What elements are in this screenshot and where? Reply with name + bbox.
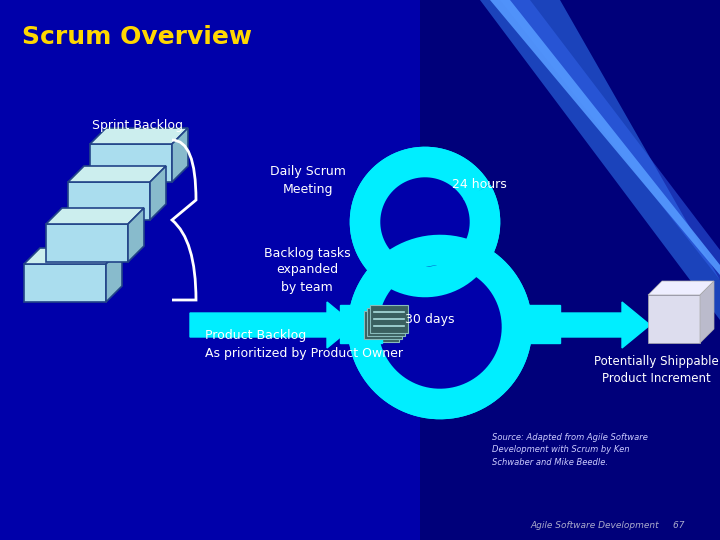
Polygon shape xyxy=(24,248,122,264)
Circle shape xyxy=(373,260,507,394)
FancyBboxPatch shape xyxy=(340,305,382,343)
Polygon shape xyxy=(172,128,188,182)
Polygon shape xyxy=(106,248,122,302)
Text: Agile Software Development     67: Agile Software Development 67 xyxy=(530,521,685,530)
FancyBboxPatch shape xyxy=(364,311,402,339)
Text: Scrum Overview: Scrum Overview xyxy=(22,25,252,49)
FancyBboxPatch shape xyxy=(367,308,405,336)
Text: Daily Scrum
Meeting: Daily Scrum Meeting xyxy=(270,165,346,195)
Polygon shape xyxy=(90,128,188,144)
Polygon shape xyxy=(490,0,720,275)
FancyBboxPatch shape xyxy=(361,314,399,342)
Polygon shape xyxy=(480,0,720,320)
Text: 30 days: 30 days xyxy=(405,314,455,327)
Polygon shape xyxy=(150,166,166,220)
Text: 24 hours: 24 hours xyxy=(452,179,507,192)
Circle shape xyxy=(375,172,475,272)
FancyBboxPatch shape xyxy=(648,295,700,343)
FancyBboxPatch shape xyxy=(358,317,396,345)
Polygon shape xyxy=(420,0,720,540)
Polygon shape xyxy=(500,0,720,280)
Polygon shape xyxy=(648,281,714,295)
FancyBboxPatch shape xyxy=(46,224,128,262)
FancyBboxPatch shape xyxy=(370,305,408,333)
FancyBboxPatch shape xyxy=(68,182,150,220)
FancyArrow shape xyxy=(520,302,650,348)
FancyBboxPatch shape xyxy=(518,305,560,343)
Text: Product Backlog
As prioritized by Product Owner: Product Backlog As prioritized by Produc… xyxy=(205,329,403,361)
Text: Potentially Shippable
Product Increment: Potentially Shippable Product Increment xyxy=(593,355,719,385)
Text: Source: Adapted from Agile Software
Development with Scrum by Ken
Schwaber and M: Source: Adapted from Agile Software Deve… xyxy=(492,433,648,467)
Text: Backlog tasks
expanded
by team: Backlog tasks expanded by team xyxy=(264,246,351,294)
Polygon shape xyxy=(68,166,166,182)
Text: Sprint Backlog: Sprint Backlog xyxy=(92,118,184,132)
Polygon shape xyxy=(700,281,714,343)
Polygon shape xyxy=(128,208,144,262)
FancyBboxPatch shape xyxy=(90,144,172,182)
FancyArrow shape xyxy=(190,302,355,348)
Polygon shape xyxy=(46,208,144,224)
FancyBboxPatch shape xyxy=(24,264,106,302)
